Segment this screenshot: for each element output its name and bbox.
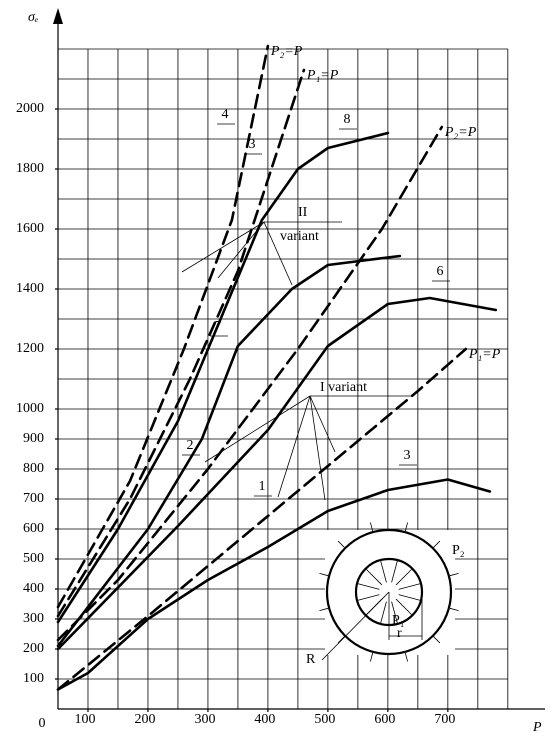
curve-end-label: P₁=P	[468, 347, 501, 362]
radius-line	[321, 591, 390, 661]
arrow	[391, 560, 398, 583]
annotation: variant	[280, 229, 319, 244]
y-axis-arrow	[53, 8, 63, 24]
leader	[217, 221, 265, 279]
series-line	[56, 478, 492, 691]
arrow	[398, 583, 421, 590]
arrow	[449, 572, 459, 577]
y-tick-label: 1400	[16, 281, 44, 296]
load-arrows	[319, 522, 459, 662]
y-tick-label: 300	[23, 611, 44, 626]
curve-label: 7	[215, 319, 222, 334]
leader	[309, 395, 336, 453]
x-axis-label: P	[532, 720, 542, 735]
curve-label: 1	[259, 479, 266, 494]
curve-label: 8	[344, 112, 351, 127]
annotation: II	[298, 205, 308, 220]
y-tick-label: 700	[23, 491, 44, 506]
x-tick-label: 200	[134, 712, 155, 727]
x-tick-label: 100	[74, 712, 95, 727]
arrow	[398, 594, 421, 601]
curve-label: 3	[404, 448, 411, 463]
x-tick-label: 700	[434, 712, 455, 727]
series-line	[56, 254, 402, 648]
arrow	[369, 652, 374, 662]
curve-label: 3	[249, 137, 256, 152]
y-tick-label: 2000	[16, 101, 44, 116]
leader	[309, 395, 326, 501]
leader	[204, 395, 311, 463]
leader	[181, 221, 265, 273]
curve-label: 2	[187, 438, 194, 453]
y-tick-label: 1800	[16, 161, 44, 176]
series-line	[56, 44, 270, 609]
curve-label: 6	[437, 264, 444, 279]
arrow	[366, 569, 383, 586]
y-tick-label: 100	[23, 671, 44, 686]
x-tick-label: 500	[314, 712, 335, 727]
leader	[277, 395, 311, 498]
arrow	[404, 652, 409, 662]
y-tick-label: 1200	[16, 341, 44, 356]
curve-end-label: P₂=P	[444, 125, 477, 140]
arrow	[357, 583, 380, 590]
y-tick-label: 500	[23, 551, 44, 566]
curve-end-label: P₂=P	[270, 44, 303, 59]
y-tick-label: 900	[23, 431, 44, 446]
inset-diagram: P₂ P₁ r R	[306, 522, 465, 667]
y-tick-label: 800	[23, 461, 44, 476]
leader	[263, 221, 293, 286]
inset-label: P₁	[392, 613, 405, 628]
arrow	[380, 560, 387, 583]
outer-circle	[325, 528, 453, 656]
arrow	[395, 598, 412, 615]
arrow	[433, 540, 441, 548]
annotation: I variant	[320, 380, 367, 395]
arrow	[357, 594, 380, 601]
y-tick-label: 200	[23, 641, 44, 656]
arrow	[380, 601, 387, 624]
y-tick-label: 1600	[16, 221, 44, 236]
arrow	[319, 572, 329, 577]
curve-end-label: P₁=P	[306, 68, 339, 83]
x-tick-label: 300	[194, 712, 215, 727]
arrow	[337, 540, 345, 548]
arrow	[337, 636, 345, 644]
series-line	[56, 125, 444, 642]
curve-label: 4	[222, 107, 229, 122]
inset-label: R	[306, 652, 316, 667]
y-tick-label: 1000	[16, 401, 44, 416]
y-tick-label: 600	[23, 521, 44, 536]
series-line	[56, 347, 468, 691]
arrow	[433, 636, 441, 644]
inset-label: r	[397, 626, 402, 641]
series-line	[56, 131, 390, 624]
arrow	[395, 569, 412, 586]
y-axis-label: σₑ	[28, 10, 39, 25]
x-tick-label: 400	[254, 712, 275, 727]
arrow	[369, 522, 374, 532]
series-line	[56, 68, 306, 618]
arrow	[404, 522, 409, 532]
arrow	[449, 607, 459, 612]
arrow	[391, 601, 398, 624]
curves	[56, 44, 498, 691]
series-line	[56, 296, 498, 651]
y-tick-label: 400	[23, 581, 44, 596]
x-tick-label: 600	[374, 712, 395, 727]
origin-label: 0	[39, 716, 46, 731]
arrow	[319, 607, 329, 612]
inset-label: P₂	[452, 543, 465, 558]
